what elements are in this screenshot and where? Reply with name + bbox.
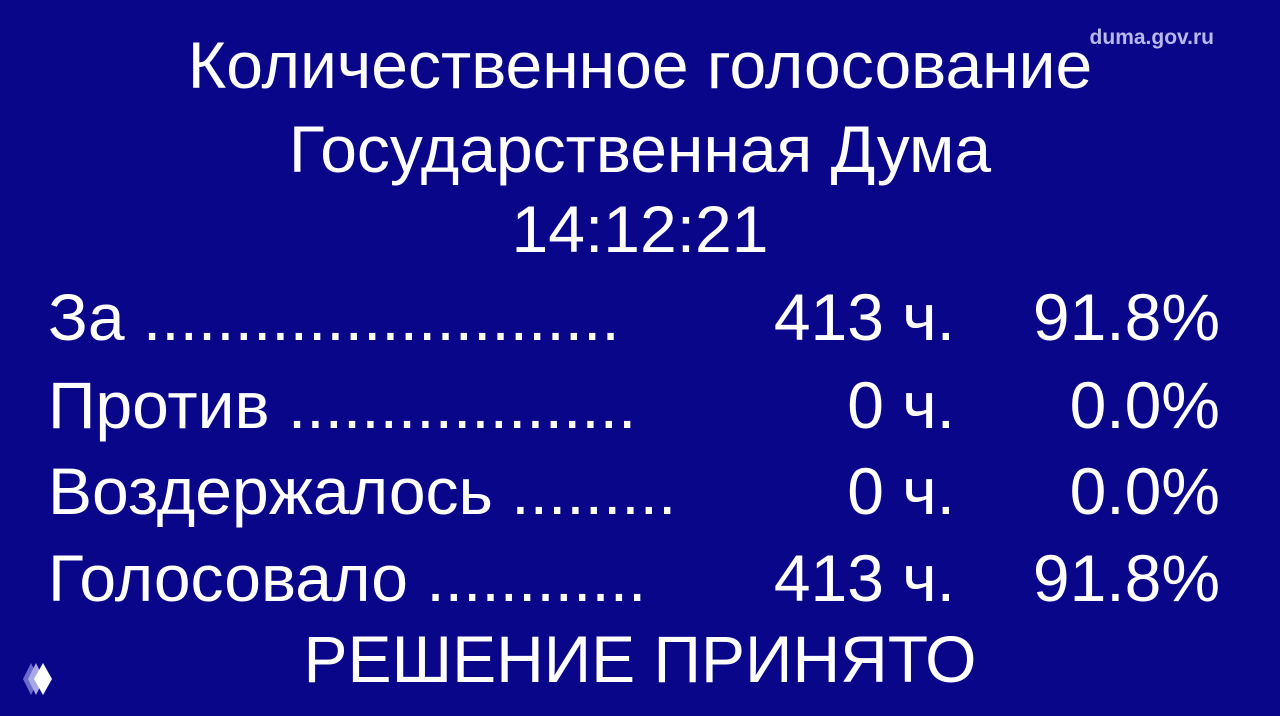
row-count: 0 ч. [847,368,955,442]
row-label: Против [48,368,270,442]
row-leader: ................... [287,368,637,442]
vote-time: 14:12:21 [511,192,769,266]
row-leader: .......................... [142,280,620,354]
row-count: 413 ч. [773,541,955,615]
row-count: 413 ч. [773,280,955,354]
row-leader: ............ [426,541,647,615]
row-label: За [48,280,125,354]
row-count: 0 ч. [847,454,955,528]
diamond-stack-icon [23,663,52,695]
parliament-name: Государственная Дума [288,112,992,186]
row-percent: 0.0% [1069,454,1220,528]
decision-text: РЕШЕНИЕ ПРИНЯТО [303,622,977,696]
vote-title: Количественное голосование [187,28,1093,102]
watermark: duma.gov.ru [1089,26,1214,49]
row-percent: 91.8% [1032,280,1220,354]
row-label: Воздержалось [48,454,493,528]
row-percent: 91.8% [1032,541,1220,615]
row-label: Голосовало [48,541,408,615]
row-leader: ......... [511,454,677,528]
row-percent: 0.0% [1069,368,1220,442]
